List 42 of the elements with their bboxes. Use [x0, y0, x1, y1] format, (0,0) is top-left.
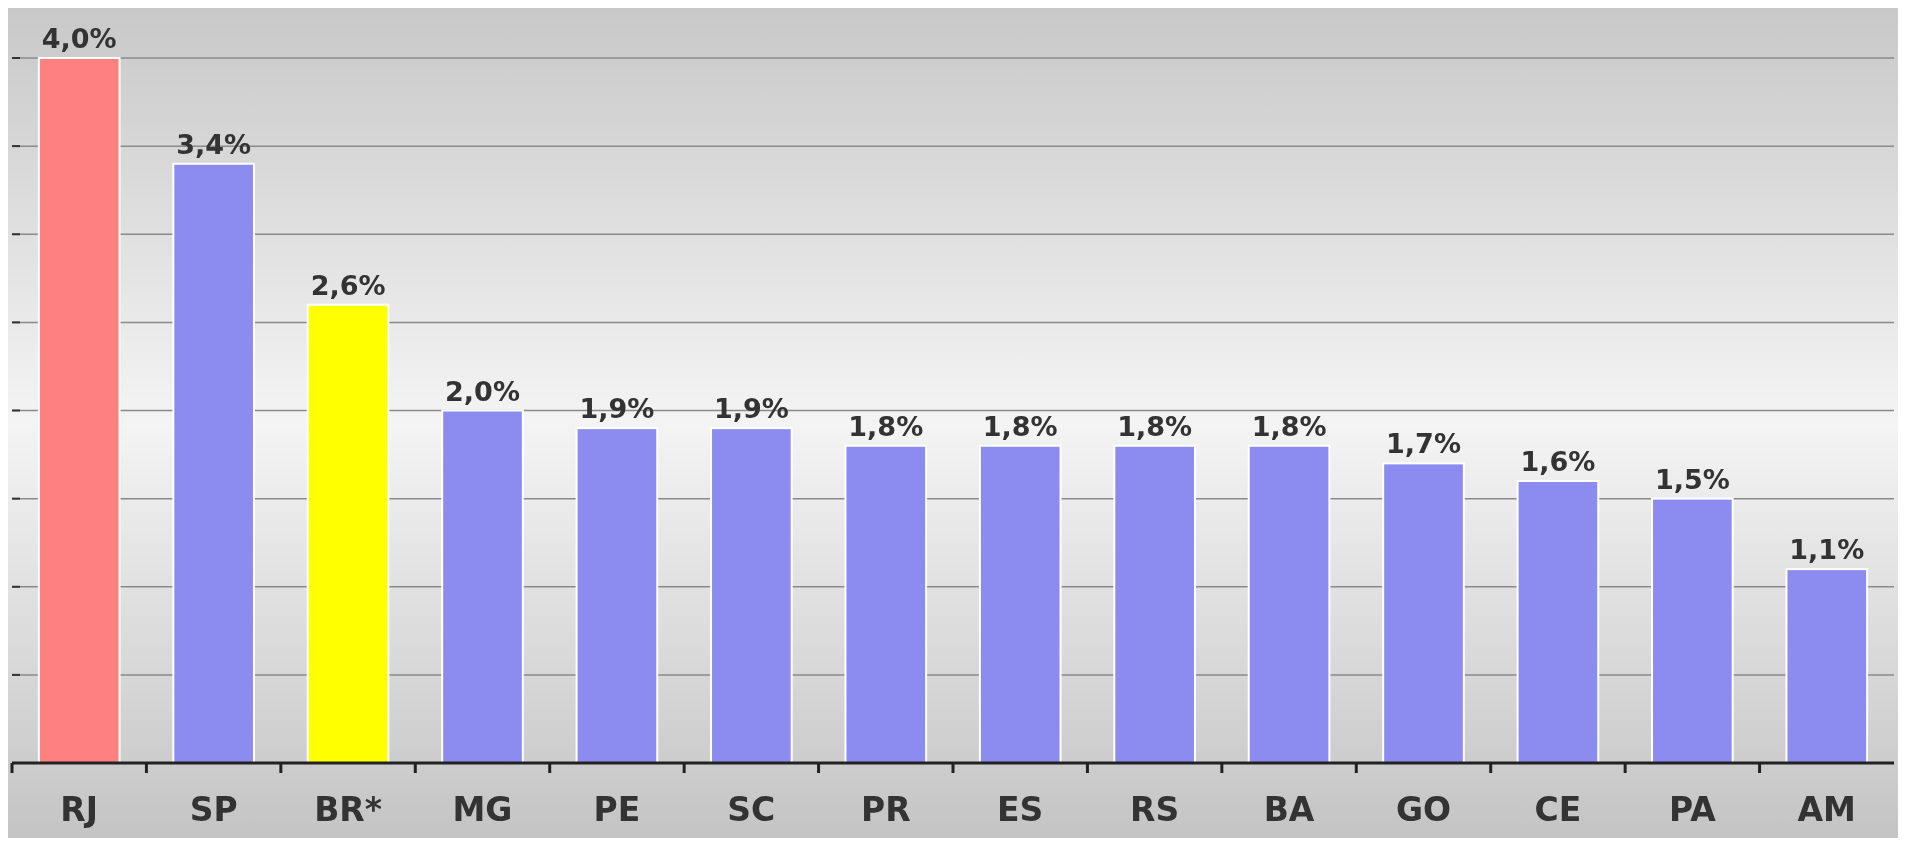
bar	[172, 162, 255, 764]
x-tick-label: AM	[1797, 790, 1856, 829]
bar	[575, 427, 659, 764]
x-tick-label: BA	[1263, 790, 1315, 829]
data-label: 1,7%	[1386, 428, 1461, 460]
data-label: 1,5%	[1654, 463, 1730, 495]
bar	[1113, 444, 1196, 764]
bar	[1651, 497, 1734, 764]
data-label: 4,0%	[41, 23, 117, 54]
x-tick-label: RJ	[60, 790, 99, 829]
bar	[1516, 480, 1600, 764]
x-tick-label: BR*	[314, 790, 382, 829]
data-label: 1,1%	[1789, 534, 1865, 566]
x-tick-label: GO	[1395, 790, 1452, 829]
x-tick-label: RS	[1130, 790, 1180, 829]
x-tick-label: MG	[452, 790, 513, 829]
bar	[37, 57, 121, 764]
bar	[1247, 444, 1331, 764]
bar	[978, 444, 1062, 764]
data-label: 3,4%	[176, 128, 252, 160]
x-tick-label: CE	[1534, 790, 1582, 829]
data-label: 1,8%	[1251, 410, 1327, 442]
data-label: 1,8%	[1117, 410, 1193, 442]
bar	[710, 427, 793, 764]
x-tick-label: PE	[593, 790, 641, 829]
data-label: 2,0%	[445, 375, 520, 407]
x-tick-label: ES	[997, 790, 1044, 829]
bar	[844, 444, 928, 764]
x-tick-label: SP	[189, 790, 238, 829]
x-tick-label: PR	[860, 790, 911, 829]
data-label: 2,6%	[310, 269, 386, 301]
bar	[1785, 568, 1869, 764]
data-label: 1,9%	[713, 393, 789, 425]
data-label: 1,8%	[982, 410, 1058, 442]
data-label: 1,8%	[848, 410, 924, 442]
x-tick-label: SC	[727, 790, 776, 829]
bar	[441, 409, 524, 764]
data-label: 1,6%	[1520, 446, 1596, 477]
bar	[306, 303, 390, 764]
x-tick-label: PA	[1669, 790, 1717, 829]
data-label: 1,9%	[579, 393, 655, 425]
bar	[1382, 462, 1465, 764]
